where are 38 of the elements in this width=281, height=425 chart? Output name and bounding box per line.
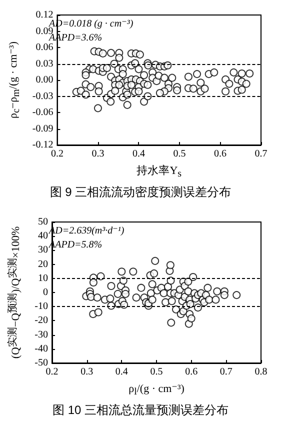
x-tick-label: 0.3 xyxy=(92,148,104,160)
y-tick-label: 20 xyxy=(38,258,48,270)
x-tick-label: 0.4 xyxy=(115,366,128,378)
y-tick-label: -30 xyxy=(34,329,48,340)
x-tick-label: 0.2 xyxy=(46,366,58,378)
x-axis-title: ρl/(g · cm⁻³) xyxy=(128,383,185,398)
text: 图 10 三相流总流量预测误差分布 xyxy=(52,403,229,417)
x-axis-title: 持水率Ys xyxy=(136,164,182,180)
x-tick-label: 0.7 xyxy=(220,366,232,378)
y-tick-label: 50 xyxy=(38,216,48,228)
x-tick-label: 0.6 xyxy=(185,366,198,378)
y-axis-title: (Q实测−Q预测)/Q实测×100% xyxy=(6,226,22,359)
y-tick-label: 0 xyxy=(43,287,48,298)
y-tick-label: 30 xyxy=(38,244,48,256)
y-tick-label: -20 xyxy=(34,315,48,326)
x-tick-label: 0.6 xyxy=(214,148,226,160)
y-tick-label: -10 xyxy=(34,301,48,312)
y-tick-label: -0.09 xyxy=(32,123,54,134)
y-tick-label: 0.00 xyxy=(36,74,54,86)
y-tick-label: 40 xyxy=(38,230,48,242)
x-tick-label: 0.7 xyxy=(254,148,268,160)
x-tick-label: 0.4 xyxy=(132,148,145,160)
y-tick-label: -0.06 xyxy=(32,107,54,118)
y-tick-label: -40 xyxy=(34,343,48,354)
y-axis-title: ρc−ρm/(g · cm⁻³) xyxy=(8,41,22,118)
x-tick-label: 0.8 xyxy=(254,366,268,378)
y-tick-label: 10 xyxy=(38,272,48,284)
y-tick-label: -50 xyxy=(34,358,48,368)
text: 图 9 三相流流动密度预测误差分布 xyxy=(50,185,232,199)
y-tick-label: -0.03 xyxy=(32,90,54,102)
x-tick-label: 0.5 xyxy=(150,366,163,378)
y-tick-label: 0.12 xyxy=(36,10,54,20)
y-tick-label: 0.03 xyxy=(36,58,54,70)
y-tick-label: 0.06 xyxy=(36,42,54,53)
x-tick-label: 0.5 xyxy=(173,148,186,160)
y-tick-label: -0.12 xyxy=(32,140,54,150)
x-tick-label: 0.3 xyxy=(80,366,94,378)
x-tick-label: 0.2 xyxy=(50,148,64,160)
